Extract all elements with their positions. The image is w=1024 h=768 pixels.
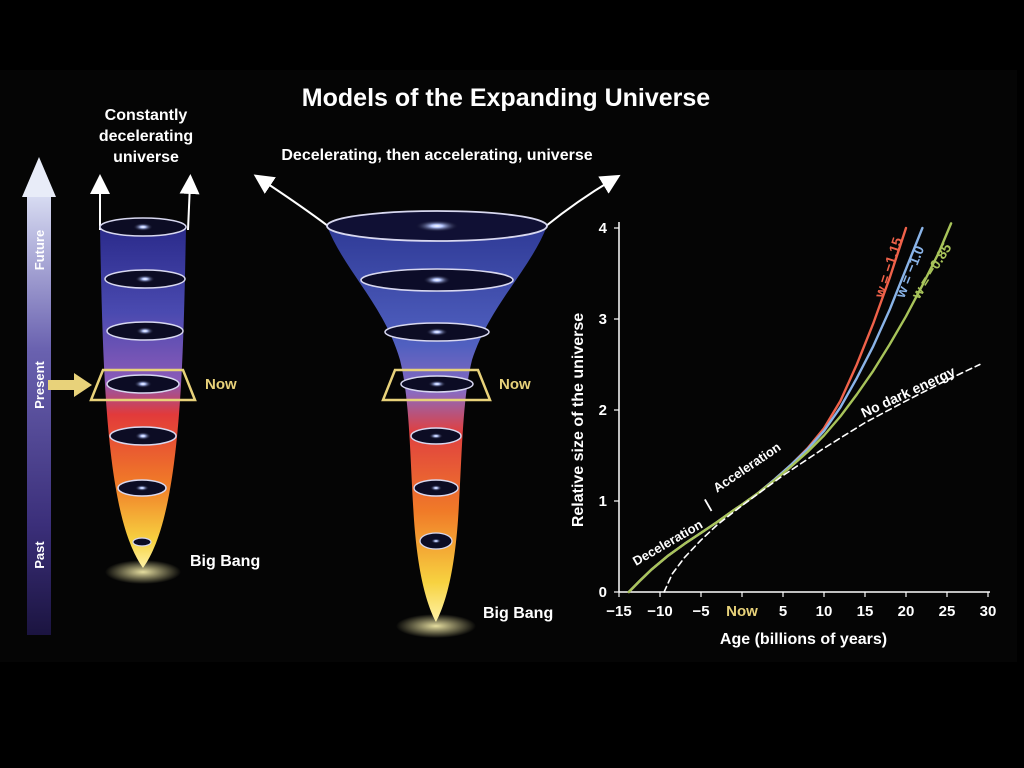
y-tick-label: 3 xyxy=(599,311,607,328)
x-tick-label: −5 xyxy=(692,603,709,620)
x-tick-label: 15 xyxy=(857,603,874,620)
left-big-bang-glow xyxy=(105,560,181,584)
left-big-bang-label: Big Bang xyxy=(190,553,260,570)
y-tick-label: 0 xyxy=(599,584,607,601)
left-model-title-line-1: Constantly xyxy=(105,107,188,124)
chart-axes: −15 −10 −5 Now 5 10 15 20 25 30 0 1 2 3 4 xyxy=(599,220,997,620)
time-arrow: Future Present Past xyxy=(22,157,92,635)
time-label-present: Present xyxy=(32,360,47,408)
middle-funnel-slice-7 xyxy=(419,532,453,550)
left-model-title-line-3: universe xyxy=(113,149,179,166)
x-tick-label: −10 xyxy=(647,603,672,620)
time-label-past: Past xyxy=(32,541,47,569)
y-axis-title: Relative size of the universe xyxy=(570,313,587,527)
y-tick-label: 2 xyxy=(599,402,607,419)
left-cone-slice-3 xyxy=(106,321,184,341)
figure-title: Models of the Expanding Universe xyxy=(302,84,710,112)
middle-funnel-right-curve-arrow xyxy=(545,174,621,227)
y-tick-label: 4 xyxy=(599,220,608,237)
left-cone-slice-6 xyxy=(117,479,167,497)
x-tick-label: 25 xyxy=(939,603,956,620)
chart-series xyxy=(627,222,981,594)
middle-funnel-slice-now xyxy=(400,375,474,393)
left-now-marker xyxy=(89,368,197,402)
left-cone-slice-7 xyxy=(132,537,152,547)
x-tick-label: 10 xyxy=(816,603,833,620)
left-cone-slice-now xyxy=(106,374,180,394)
middle-funnel-slice-1 xyxy=(326,210,548,242)
middle-funnel-slice-3 xyxy=(384,322,490,342)
middle-funnel-slice-2 xyxy=(360,268,514,292)
x-tick-label: Now xyxy=(726,603,758,620)
y-tick-label: 1 xyxy=(599,493,607,510)
present-pointer-arrow xyxy=(48,373,92,397)
left-cone-slice-2 xyxy=(104,269,186,289)
time-arrow-shaft xyxy=(27,195,51,635)
x-axis-title: Age (billions of years) xyxy=(720,631,887,648)
left-now-label: Now xyxy=(205,376,237,393)
left-cone-right-edge-arrow xyxy=(179,174,200,231)
x-tick-label: −15 xyxy=(606,603,631,620)
left-model-title-line-2: decelerating xyxy=(99,128,193,145)
x-tick-label: 5 xyxy=(779,603,787,620)
phase-separator: | xyxy=(702,496,713,512)
series-line-2 xyxy=(627,222,953,594)
middle-funnel-slice-5 xyxy=(410,427,462,445)
middle-funnel-left-curve-arrow xyxy=(253,174,329,227)
left-cone-slice-1 xyxy=(99,217,187,237)
series-line-3 xyxy=(663,363,981,593)
left-cone-slice-5 xyxy=(109,426,177,446)
constant-deceleration-model: Constantly decelerating universe xyxy=(89,107,260,584)
x-tick-label: 30 xyxy=(980,603,997,620)
time-arrow-head xyxy=(22,157,56,197)
middle-big-bang-label: Big Bang xyxy=(483,605,553,622)
expansion-chart: −15 −10 −5 Now 5 10 15 20 25 30 0 1 2 3 4 Age (billion… xyxy=(570,220,996,648)
time-label-future: Future xyxy=(32,230,47,270)
decelerating-then-accelerating-model: Decelerating, then accelerating, univers… xyxy=(253,147,621,638)
left-cone-body xyxy=(100,227,186,568)
middle-now-marker xyxy=(381,368,492,402)
middle-big-bang-glow xyxy=(396,614,476,638)
middle-model-title: Decelerating, then accelerating, univers… xyxy=(281,147,592,164)
middle-funnel-slice-6 xyxy=(413,479,459,497)
middle-funnel-body xyxy=(327,226,547,622)
x-tick-label: 20 xyxy=(898,603,915,620)
middle-now-label: Now xyxy=(499,376,531,393)
